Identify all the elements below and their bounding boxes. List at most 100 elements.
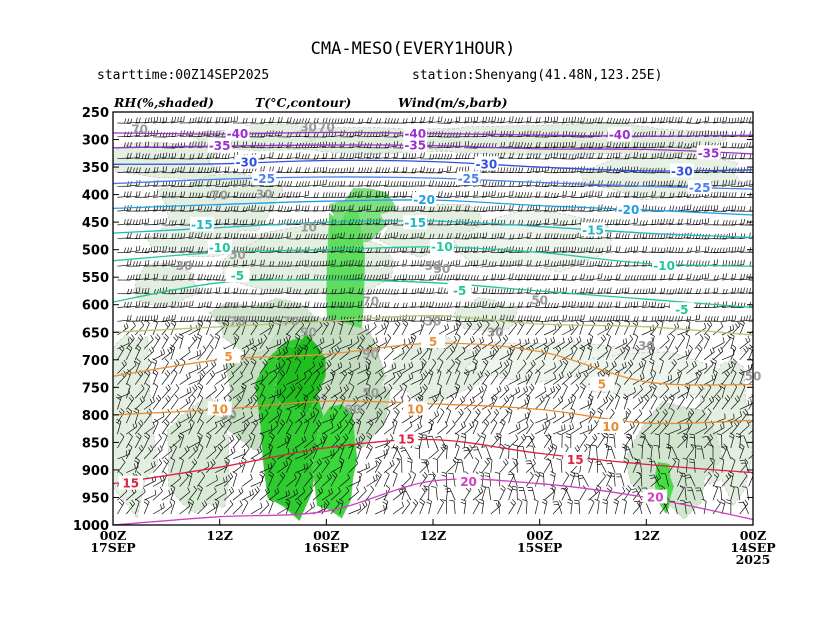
- wind-barb-feather: [414, 153, 417, 159]
- wind-barb-feather: [544, 233, 547, 239]
- wind-barb-feather: [278, 261, 281, 267]
- wind-barb-feather: [577, 117, 579, 123]
- wind-barb-feather: [598, 204, 600, 210]
- wind-barb-feather: [734, 192, 737, 198]
- wind-barb-feather: [127, 315, 129, 321]
- wind-barb-feather: [535, 180, 538, 186]
- wind-barb: [544, 185, 558, 187]
- wind-barb-feather: [595, 247, 598, 253]
- wind-barb: [152, 195, 166, 198]
- wind-barb: [499, 277, 513, 281]
- wind-barb-feather: [411, 372, 414, 378]
- wind-barb-feather: [275, 233, 278, 239]
- wind-barb: [410, 368, 423, 374]
- wind-barb-feather: [728, 363, 731, 369]
- wind-barb: [481, 121, 495, 124]
- wind-barb: [161, 351, 173, 361]
- wind-barb-feather: [695, 141, 698, 147]
- wind-barb-feather: [507, 350, 509, 356]
- wind-barb-feather: [633, 246, 636, 252]
- wind-barb-feather: [355, 219, 357, 225]
- wind-barb: [490, 340, 502, 350]
- wind-barb-feather: [165, 274, 168, 280]
- wind-barb-feather: [340, 167, 343, 173]
- wind-barb-feather: [651, 142, 654, 148]
- wind-barb-feather: [260, 154, 263, 159]
- wind-barb-feather: [602, 334, 607, 340]
- wind-barb-feather: [467, 140, 470, 147]
- wind-barb: [552, 157, 567, 160]
- wind-barb-feather: [497, 274, 500, 280]
- wind-barb-feather: [657, 167, 660, 173]
- wind-barb-feather: [447, 219, 450, 225]
- wind-barb-feather: [725, 191, 728, 197]
- wind-barb-feather: [648, 361, 654, 365]
- wind-barb-feather: [384, 191, 387, 197]
- wind-barb-feather: [636, 141, 639, 147]
- wind-barb-feather: [509, 152, 511, 158]
- wind-barb-feather: [378, 206, 382, 212]
- wind-barb-feather: [473, 206, 476, 211]
- wind-barb-feather: [521, 167, 524, 173]
- wind-barb-feather: [423, 116, 425, 122]
- wind-barb: [490, 121, 504, 124]
- wind-barb: [224, 184, 238, 187]
- wind-barb-feather: [331, 118, 334, 124]
- wind-barb-feather: [592, 316, 595, 322]
- wind-barb-feather: [153, 383, 159, 387]
- wind-barb: [526, 324, 534, 336]
- wind-barb: [215, 171, 229, 173]
- wind-barb-feather: [198, 153, 200, 159]
- wind-barb-feather: [180, 153, 183, 159]
- wind-barb: [517, 157, 531, 160]
- wind-barb-feather: [180, 191, 183, 197]
- wind-barb-feather: [722, 116, 725, 123]
- wind-barb-feather: [210, 191, 212, 197]
- wind-barb-feather: [278, 180, 280, 186]
- wind-barb-feather: [212, 192, 215, 198]
- wind-barb-feather: [367, 289, 370, 295]
- wind-barb-feather: [130, 301, 132, 307]
- wind-barb-feather: [414, 117, 417, 123]
- wind-barb-feather: [535, 289, 539, 295]
- wind-barb-feather: [229, 362, 233, 368]
- wind-barb: [161, 209, 175, 212]
- wind-barb-feather: [550, 233, 553, 239]
- wind-barb-feather: [458, 190, 461, 196]
- wind-barb: [401, 377, 414, 385]
- wind-barb: [632, 377, 645, 385]
- wind-barb: [464, 250, 478, 253]
- wind-barb-feather: [455, 369, 461, 373]
- wind-barb: [375, 157, 389, 160]
- wind-barb-feather: [473, 358, 478, 362]
- wind-barb: [624, 156, 638, 160]
- wind-barb: [143, 362, 152, 374]
- wind-barb-feather: [429, 260, 431, 266]
- wind-barb-feather: [297, 347, 302, 352]
- wind-barb-feather: [251, 233, 254, 239]
- wind-barb: [446, 237, 460, 240]
- wind-barb-feather: [654, 142, 657, 148]
- wind-barb-feather: [396, 191, 399, 197]
- wind-barb: [730, 292, 744, 295]
- wind-barb-feather: [678, 130, 680, 136]
- wind-barb: [321, 223, 335, 226]
- wind-barb-feather: [367, 117, 369, 123]
- wind-barb-feather: [762, 205, 763, 210]
- wind-barb-feather: [260, 315, 263, 321]
- wind-barb-feather: [214, 336, 220, 340]
- wind-barb-feather: [556, 246, 559, 252]
- wind-barb-feather: [645, 300, 647, 306]
- wind-barb-feather: [450, 219, 453, 225]
- wind-barb: [739, 278, 753, 281]
- wind-barb-feather: [346, 274, 349, 280]
- wind-barb-feather: [227, 116, 230, 122]
- wind-barb-feather: [512, 234, 515, 240]
- wind-barb: [650, 324, 659, 336]
- chart-title: CMA-MESO(EVERY1HOUR): [311, 39, 516, 59]
- wind-barb: [650, 156, 664, 160]
- wind-barb-feather: [127, 153, 129, 159]
- wind-barb-feather: [215, 205, 218, 211]
- wind-barb-feather: [236, 301, 239, 307]
- wind-barb: [694, 373, 702, 385]
